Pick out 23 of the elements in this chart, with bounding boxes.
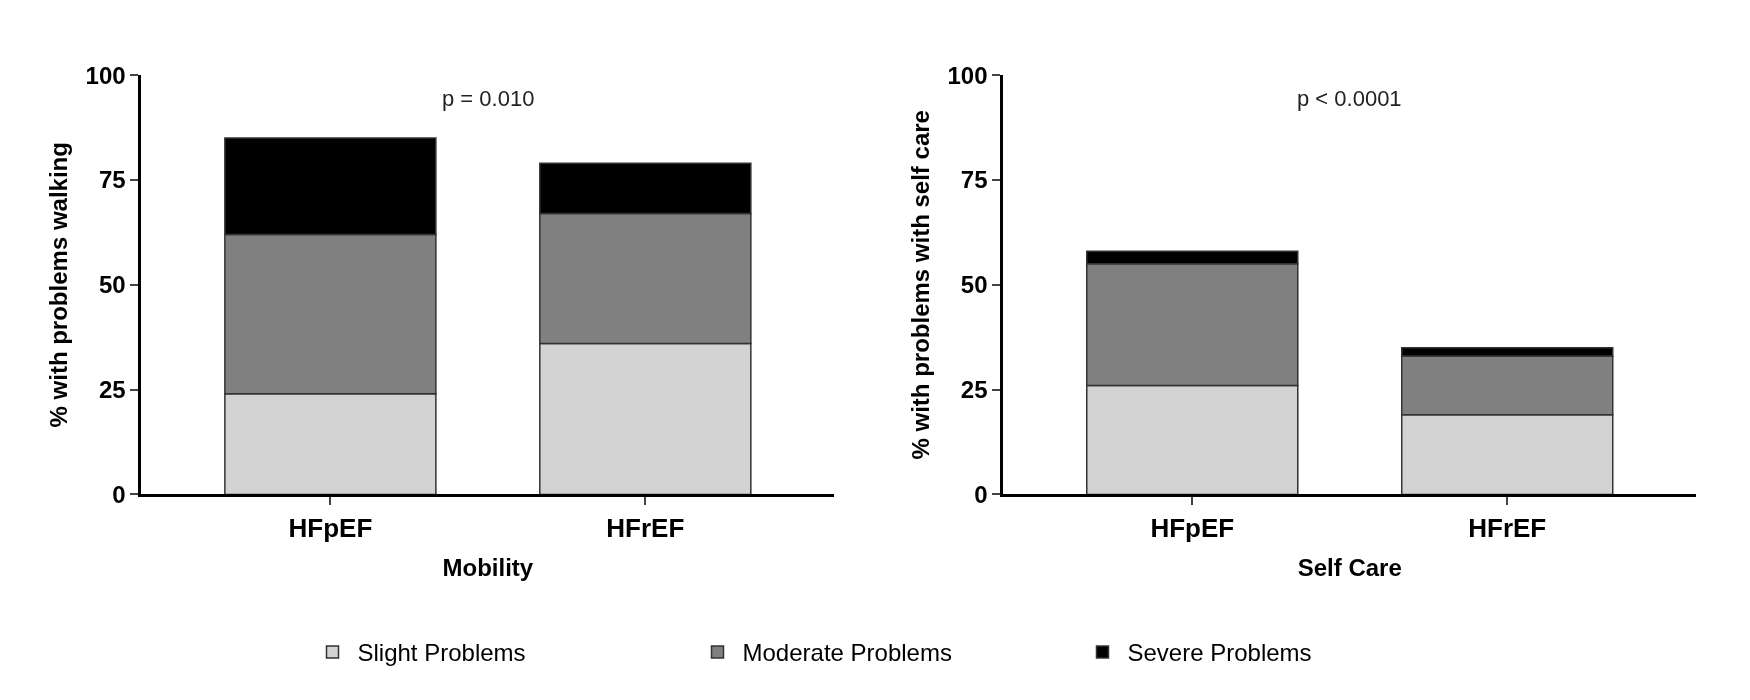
x-axis-title: Mobility [442,553,534,581]
annotation: p = 0.010 [442,86,535,111]
y-axis-title: % with problems with self care [906,110,934,460]
y-tick-label: 25 [98,375,126,403]
x-tick-label: HFpEF [1150,512,1235,543]
legend-label: Severe Problems [1127,639,1312,667]
y-tick-label: 50 [98,271,126,299]
y-tick-label: 50 [960,271,988,299]
annotation: p < 0.0001 [1297,86,1402,111]
y-tick-label: 0 [974,480,988,508]
y-tick-label: 0 [112,480,126,508]
y-tick-label: 75 [98,166,126,194]
y-tick-label: 25 [960,375,988,403]
y-tick-label: 75 [960,166,988,194]
y-axis-title: % with problems walking [44,142,72,428]
x-axis-title: Self Care [1297,553,1402,581]
legend-label: Slight Problems [357,639,526,667]
y-tick-label: 100 [947,61,988,89]
x-tick-label: HFrEF [1468,512,1547,543]
x-tick-label: HFpEF [288,512,373,543]
x-tick-label: HFrEF [606,512,685,543]
legend-label: Moderate Problems [742,639,952,667]
y-tick-label: 100 [85,61,126,89]
